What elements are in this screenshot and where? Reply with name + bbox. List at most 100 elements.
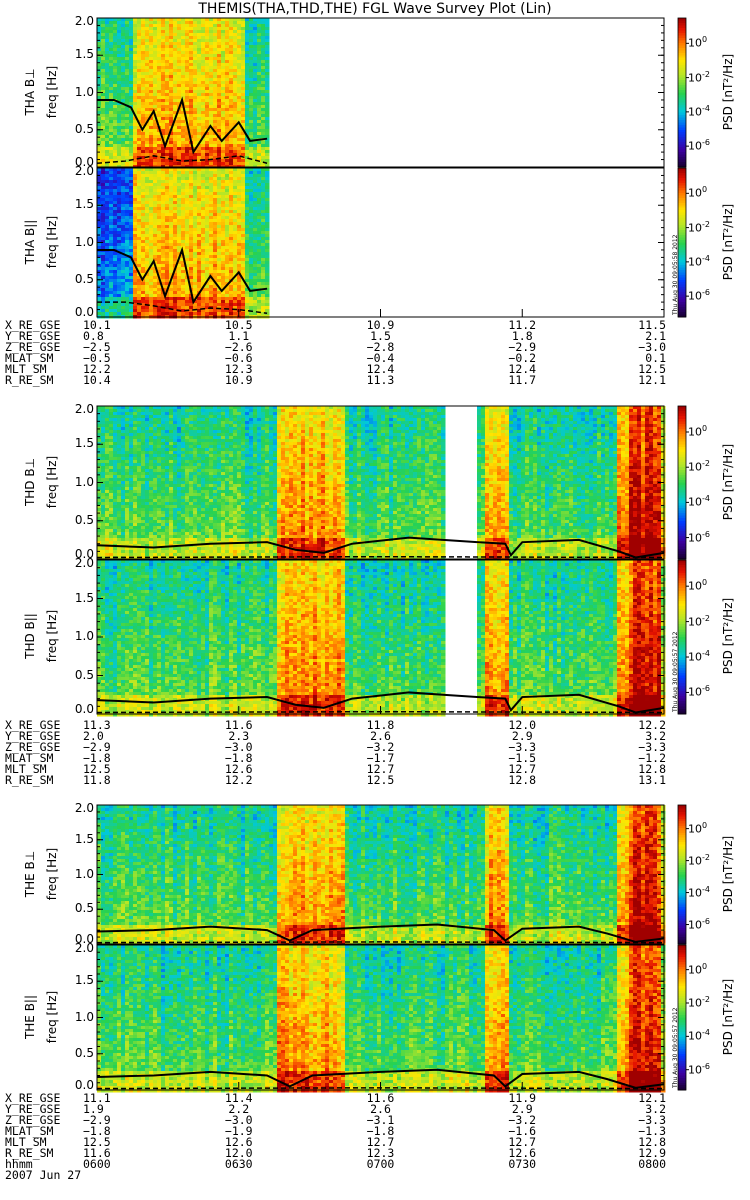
colorbar-tick-label: 10-6	[688, 1062, 710, 1077]
heatmap-cells	[97, 168, 270, 319]
y-tick-label: 2.0	[54, 14, 94, 28]
heatmap-cells	[97, 18, 270, 169]
colorbar-frame	[677, 405, 687, 560]
y-tick-label: 2.0	[54, 801, 94, 815]
colorbar-label: PSD [nT²/Hz]	[721, 432, 735, 532]
ephemeris-value: 11.8	[367, 719, 395, 731]
ephemeris-row-label: hhmm	[5, 1158, 33, 1170]
ephemeris-row-label: MLAT_SM	[5, 752, 53, 764]
colorbar-tick-label: 100	[688, 424, 707, 439]
colorbar-label: PSD [nT²/Hz]	[721, 586, 735, 686]
colorbar	[678, 18, 686, 168]
ephemeris-value: 12.5	[83, 1136, 111, 1148]
ephemeris-value: −2.9	[83, 1114, 111, 1126]
y-tick-label: 0.0	[54, 547, 94, 561]
ephemeris-value: 12.7	[508, 1136, 536, 1148]
ephemeris-value: 11.8	[83, 774, 111, 786]
ephemeris-value: −3.0	[638, 341, 666, 353]
ephemeris-value: 1.9	[83, 1103, 104, 1115]
timestamp-stamp: Thu Aug 30 09:05:57 2012	[672, 632, 679, 712]
colorbar	[678, 560, 686, 715]
ephemeris-value: −0.6	[225, 352, 253, 364]
ephemeris-value: −1.9	[225, 1125, 253, 1137]
ephemeris-value: 2.1	[645, 330, 666, 342]
colorbar	[678, 805, 686, 945]
ephemeris-value: 2.6	[370, 1103, 391, 1115]
colorbar-tick-label: 100	[688, 185, 707, 200]
colorbar-frame	[677, 167, 687, 318]
ephemeris-value: −3.2	[367, 741, 395, 753]
y-tick-label: 0.5	[54, 901, 94, 915]
colorbar-label: PSD [nT²/Hz]	[721, 42, 735, 142]
colorbar-tick-label: 100	[688, 578, 707, 593]
colorbar-label: PSD [nT²/Hz]	[721, 967, 735, 1067]
ephemeris-value: 12.0	[225, 1147, 253, 1159]
ephemeris-value: 12.5	[638, 363, 666, 375]
colorbar-tick-label: 10-4	[688, 494, 710, 509]
ephemeris-value: 13.1	[638, 774, 666, 786]
y-tick-label: 1.0	[54, 85, 94, 99]
y-tick-label: 1.0	[54, 475, 94, 489]
ephemeris-value: 0630	[225, 1158, 253, 1170]
ephemeris-row-label: R_RE_SM	[5, 374, 53, 386]
y-axis-unit-label: freq [Hz]	[45, 42, 59, 142]
y-tick-label: 1.5	[54, 47, 94, 61]
ephemeris-value: −1.8	[367, 1125, 395, 1137]
ephemeris-value: 12.8	[508, 774, 536, 786]
colorbar	[678, 406, 686, 560]
ephemeris-value: 12.7	[508, 763, 536, 775]
trace-dashed	[96, 155, 268, 165]
colorbar-tick-label: 100	[688, 35, 707, 50]
y-tick-label: 1.5	[54, 436, 94, 450]
ephemeris-value: 11.6	[225, 719, 253, 731]
colorbar-tick-label: 10-4	[688, 254, 710, 269]
ephemeris-row-label: Z_RE_GSE	[5, 741, 60, 753]
ephemeris-row-label: MLAT_SM	[5, 352, 53, 364]
y-tick-label: 1.0	[54, 629, 94, 643]
ephemeris-value: 12.8	[638, 1136, 666, 1148]
trace-dashed	[96, 941, 665, 944]
ephemeris-value: −2.9	[83, 741, 111, 753]
ephemeris-value: 0800	[638, 1158, 666, 1170]
ephemeris-row-label: X_RE_GSE	[5, 319, 60, 331]
y-tick-label: 0.5	[54, 1046, 94, 1060]
ephemeris-value: 12.2	[638, 719, 666, 731]
y-tick-label: 2.0	[54, 164, 94, 178]
ephemeris-value: 12.4	[367, 363, 395, 375]
y-tick-label: 1.5	[54, 197, 94, 211]
timestamp-stamp: Thu Aug 30 09:05:57 2012	[672, 1008, 679, 1088]
ephemeris-value: 11.6	[83, 1147, 111, 1159]
ephemeris-value: 3.2	[645, 730, 666, 742]
ephemeris-value: 11.3	[367, 374, 395, 386]
ephemeris-value: 12.6	[508, 1147, 536, 1159]
panel-1	[96, 17, 689, 169]
panel-name-label: THA B||	[23, 192, 37, 292]
ephemeris-value: 12.6	[225, 1136, 253, 1148]
y-tick-label: 0.5	[54, 122, 94, 136]
ephemeris-value: −3.1	[367, 1114, 395, 1126]
ephemeris-value: 1.5	[370, 330, 391, 342]
ephemeris-value: 12.3	[225, 363, 253, 375]
ephemeris-value: 3.2	[645, 1103, 666, 1115]
ephemeris-row-label: Z_RE_GSE	[5, 1114, 60, 1126]
heatmap-cells	[97, 560, 666, 717]
trace-solid	[96, 1068, 665, 1089]
panel-name-label: THD B||	[23, 586, 37, 686]
ephemeris-value: 11.2	[508, 319, 536, 331]
trace-solid	[97, 96, 268, 155]
colorbar-tick-label: 10-6	[688, 684, 710, 699]
colorbar-label: PSD [nT²/Hz]	[721, 192, 735, 292]
y-tick-label: 1.0	[54, 1010, 94, 1024]
colorbar-tick-label: 10-4	[688, 649, 710, 664]
ephemeris-value: −1.7	[367, 752, 395, 764]
trace-solid	[96, 691, 665, 714]
ephemeris-value: 12.7	[367, 763, 395, 775]
ephemeris-value: 11.1	[83, 1092, 111, 1104]
ephemeris-row-label: Y_RE_GSE	[5, 330, 60, 342]
ephemeris-value: 2.3	[228, 730, 249, 742]
panel-4	[96, 559, 689, 717]
ephemeris-value: −3.3	[508, 741, 536, 753]
ephemeris-value: 10.9	[367, 319, 395, 331]
colorbar-tick-label: 10-2	[688, 853, 710, 868]
